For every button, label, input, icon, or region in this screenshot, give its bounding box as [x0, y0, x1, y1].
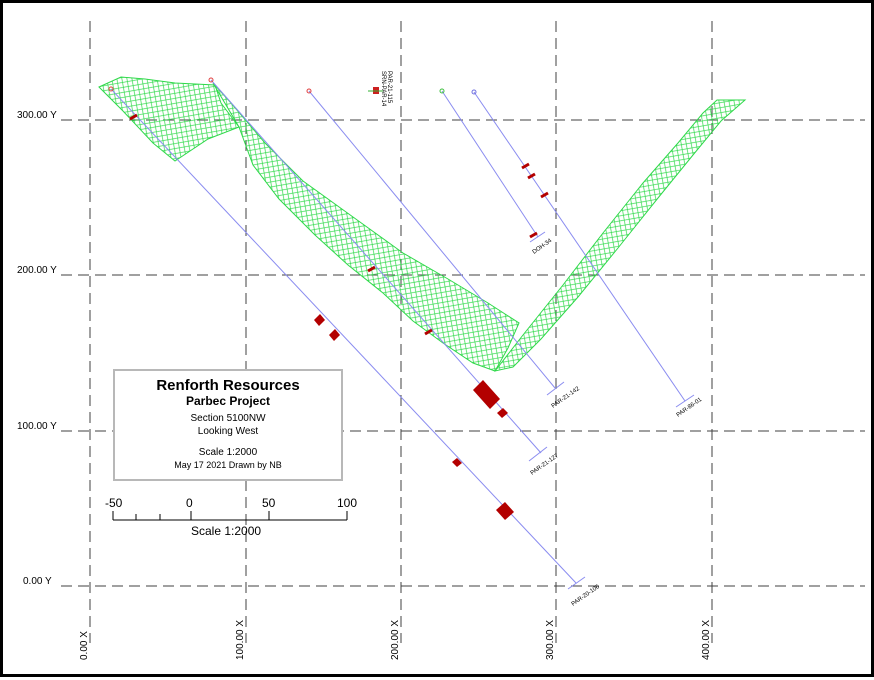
- trace-doh-34: [441, 90, 539, 238]
- intercept-13: [496, 502, 514, 520]
- collar-par-20-106: [108, 86, 114, 92]
- scale-tick-label: 0: [186, 496, 193, 510]
- intercept-11: [497, 408, 508, 418]
- cross-section-plot: 300.00 Y 200.00 Y 100.00 Y 0.00 Y 0.00 X…: [17, 21, 865, 660]
- scale-bar: -50 0 50 100 Scale 1:2000: [105, 496, 357, 538]
- zone-upper-lobe: [98, 76, 240, 162]
- eoh-par-86-01: [675, 394, 695, 408]
- label-srn-par-14: SRN-PAR-14: [380, 71, 386, 107]
- scale-tick-label: 100: [337, 496, 357, 510]
- x-label-0: 0.00 X: [79, 631, 90, 660]
- x-label-200: 200.00 X: [390, 620, 401, 660]
- scale-tick-label: -50: [105, 496, 123, 510]
- collar-par-86-01: [471, 89, 477, 95]
- collar-par-21-142: [306, 88, 312, 94]
- collars: [108, 77, 477, 95]
- intercept-1: [129, 113, 138, 121]
- y-label-0: 0.00 Y: [23, 576, 52, 587]
- x-label-100: 100.00 X: [235, 620, 246, 660]
- label-doh-34: DOH-34: [532, 238, 554, 256]
- title-block-spacer: [115, 438, 341, 446]
- eoh-par-21-142: [546, 381, 565, 396]
- intercept-4: [521, 162, 530, 170]
- label-par-21-115: PAR-21-115: [386, 71, 392, 104]
- section-name: Section 5100NW: [190, 413, 266, 424]
- title-scale: Scale 1:2000: [198, 447, 258, 458]
- intercept-10: [473, 380, 500, 409]
- y-label-100: 100.00 Y: [17, 421, 57, 432]
- intercepts: [129, 113, 549, 520]
- trace-par-21-142: [308, 90, 556, 389]
- company-name: Renforth Resources: [156, 377, 300, 394]
- y-label-200: 200.00 Y: [17, 265, 57, 276]
- label-par-20-106: PAR-20-106: [571, 584, 602, 608]
- y-label-300: 300.00 Y: [17, 110, 57, 121]
- x-label-400: 400.00 X: [701, 620, 712, 660]
- scale-tick-label: 50: [262, 496, 276, 510]
- intercept-12: [452, 458, 462, 467]
- intercept-6: [540, 191, 549, 199]
- collar-par-21-127: [208, 77, 214, 83]
- eoh-doh-34: [529, 231, 546, 243]
- label-par-86-01: PAR-86-01: [676, 397, 704, 419]
- drawn-by: May 17 2021 Drawn by NB: [174, 460, 282, 470]
- eoh-par-21-127: [528, 446, 548, 462]
- grid-labels: 300.00 Y 200.00 Y 100.00 Y 0.00 Y 0.00 X…: [17, 110, 712, 660]
- eoh-par-20-106: [567, 576, 586, 590]
- scale-bar-label: Scale 1:2000: [191, 524, 261, 538]
- intercept-5: [527, 172, 536, 180]
- intercept-2: [367, 265, 376, 273]
- intercept-8: [314, 314, 325, 326]
- trace-par-20-106: [110, 88, 577, 584]
- scale-bar-ruler: [112, 511, 348, 521]
- intercept-7: [529, 231, 538, 239]
- collar-doh-34: [439, 88, 445, 94]
- view-direction: Looking West: [197, 426, 259, 437]
- hole-labels: PAR-20-106 PAR-21-127 PAR-21-142 PAR-86-…: [380, 71, 704, 608]
- x-label-300: 300.00 X: [545, 620, 556, 660]
- project-name: Parbec Project: [185, 394, 271, 408]
- title-block: Renforth Resources Parbec Project Sectio…: [113, 369, 343, 481]
- mineralized-zone: [98, 76, 747, 372]
- intercept-9: [329, 329, 340, 341]
- intercept-3: [424, 328, 433, 336]
- trace-par-86-01: [473, 91, 686, 402]
- zone-main-lens: [212, 82, 520, 372]
- zone-east-limb: [493, 99, 747, 372]
